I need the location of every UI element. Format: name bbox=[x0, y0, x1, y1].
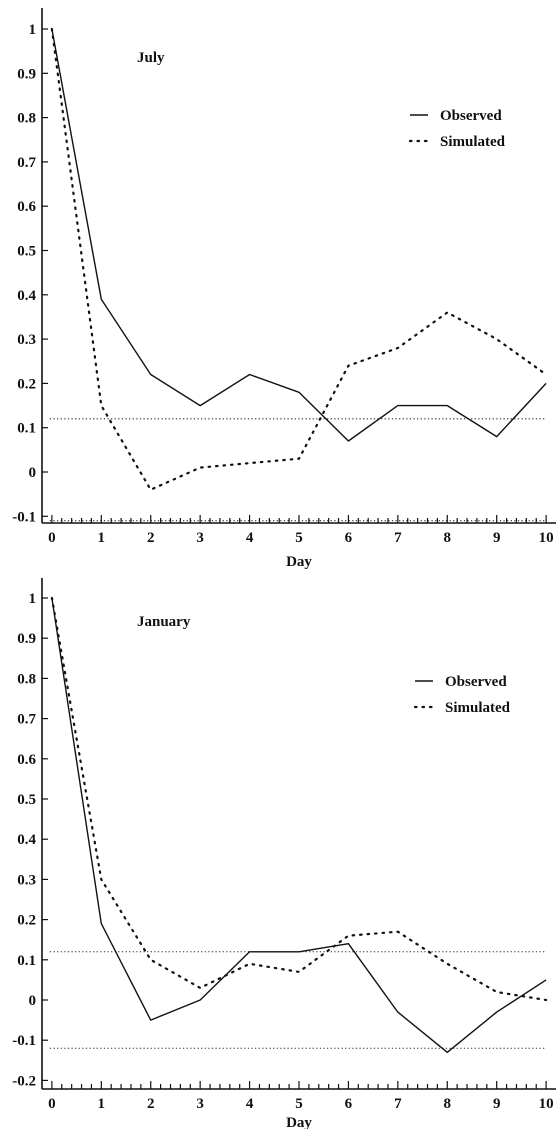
legend-label-simulated: Simulated bbox=[445, 700, 511, 716]
y-tick-label: 0.8 bbox=[17, 111, 36, 127]
y-tick-label: 0.2 bbox=[17, 376, 36, 392]
y-tick-label: 0.1 bbox=[17, 953, 36, 969]
y-tick-label: 0.4 bbox=[17, 288, 36, 304]
legend-label-observed: Observed bbox=[440, 108, 502, 124]
y-tick-label: 1 bbox=[29, 591, 37, 607]
y-tick-label: 0.6 bbox=[17, 199, 36, 215]
x-axis-title: Day bbox=[286, 554, 312, 570]
x-tick-label: 8 bbox=[444, 1096, 452, 1112]
y-tick-label: 0.1 bbox=[17, 421, 36, 437]
y-tick-label: -0.2 bbox=[12, 1073, 36, 1089]
x-tick-label: 9 bbox=[493, 530, 501, 546]
y-tick-label: -0.1 bbox=[12, 1033, 36, 1049]
y-tick-label: 0.9 bbox=[17, 66, 36, 82]
x-tick-label: 1 bbox=[98, 1096, 106, 1112]
x-tick-label: 4 bbox=[246, 1096, 254, 1112]
y-tick-label: 0.8 bbox=[17, 671, 36, 687]
x-tick-label: 2 bbox=[147, 1096, 155, 1112]
series-line-observed bbox=[51, 28, 547, 442]
y-tick-label: 1 bbox=[29, 22, 37, 38]
series-line-simulated bbox=[50, 596, 548, 1002]
x-tick-label: 7 bbox=[394, 530, 402, 546]
x-tick-label: 10 bbox=[539, 530, 554, 546]
y-tick-label: 0 bbox=[29, 465, 37, 481]
y-tick-label: 0.3 bbox=[17, 332, 36, 348]
x-tick-label: 6 bbox=[345, 530, 353, 546]
x-axis-title: Day bbox=[286, 1115, 312, 1129]
x-tick-label: 2 bbox=[147, 530, 155, 546]
legend-label-simulated: Simulated bbox=[440, 134, 506, 150]
chart-july: 1 0.9 0.8 0.7 0.6 0.5 0.4 0.3 0.2 0.1 0 -0.1 0 1 2 3 4 5 6… bbox=[12, 8, 556, 570]
series-line-observed bbox=[51, 597, 547, 1054]
series-line-simulated bbox=[50, 27, 548, 491]
y-tick-label: 0.7 bbox=[17, 155, 36, 171]
x-tick-label: 9 bbox=[493, 1096, 501, 1112]
y-tick-label: 0.6 bbox=[17, 752, 36, 768]
x-tick-label: 7 bbox=[394, 1096, 402, 1112]
y-tick-label: 0.4 bbox=[17, 832, 36, 848]
y-tick-label: 0.9 bbox=[17, 631, 36, 647]
panel-title: January bbox=[137, 614, 191, 630]
x-tick-label: 3 bbox=[196, 1096, 204, 1112]
x-tick-label: 3 bbox=[196, 530, 204, 546]
y-tick-label: 0.3 bbox=[17, 872, 36, 888]
x-tick-label: 6 bbox=[345, 1096, 353, 1112]
y-tick-label: 0 bbox=[29, 993, 37, 1009]
x-tick-label: 4 bbox=[246, 530, 254, 546]
y-tick-label: 0.5 bbox=[17, 792, 36, 808]
y-tick-label: -0.1 bbox=[12, 509, 36, 525]
y-tick-label: 0.5 bbox=[17, 244, 36, 260]
panel-title: July bbox=[137, 50, 165, 66]
y-tick-label: 0.2 bbox=[17, 913, 36, 929]
x-tick-label: 10 bbox=[539, 1096, 554, 1112]
legend-label-observed: Observed bbox=[445, 674, 507, 690]
x-tick-label: 5 bbox=[295, 530, 303, 546]
y-tick-label: 0.7 bbox=[17, 712, 36, 728]
chart-january: 1 0.9 0.8 0.7 0.6 0.5 0.4 0.3 0.2 0.1 0 -0.1 -0.2 0 1 2… bbox=[12, 578, 556, 1129]
x-tick-label: 0 bbox=[48, 530, 56, 546]
x-tick-label: 5 bbox=[295, 1096, 303, 1112]
x-tick-label: 0 bbox=[48, 1096, 56, 1112]
x-tick-label: 1 bbox=[98, 530, 106, 546]
x-tick-label: 8 bbox=[444, 530, 452, 546]
